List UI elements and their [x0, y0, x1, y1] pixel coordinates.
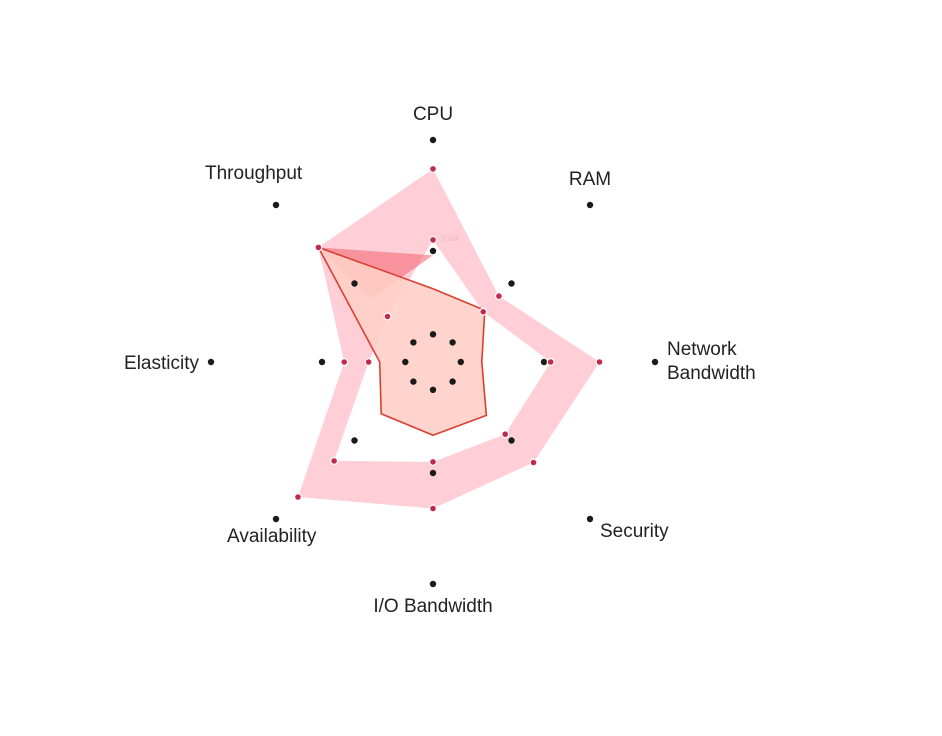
grid-dot-network-bandwidth-1 — [540, 358, 548, 366]
band-lower-marker-ram — [479, 307, 488, 316]
band-upper-marker-throughput — [314, 243, 323, 252]
grid-dot-security-1 — [508, 437, 515, 444]
grid-dot-throughput-1 — [351, 280, 358, 287]
faint-max-label: max — [441, 233, 460, 244]
grid-dot-ram-1 — [508, 280, 515, 287]
grid-dot-network-bandwidth-0 — [457, 358, 464, 366]
grid-dot-elasticity-1 — [318, 358, 326, 366]
grid-dot-i-o-bandwidth-1 — [429, 469, 437, 477]
grid-dot-ram-2 — [586, 201, 594, 209]
band-lower-marker-network-bandwidth — [546, 358, 555, 367]
grid-dot-cpu-0 — [429, 331, 437, 338]
range-band-markers — [294, 164, 604, 513]
band-lower-marker-cpu — [429, 235, 438, 244]
grid-dot-elasticity-0 — [402, 358, 409, 366]
grid-dot-i-o-bandwidth-0 — [429, 386, 437, 393]
axis-label-availability: Availability — [227, 526, 317, 547]
grid-dot-throughput-2 — [272, 201, 280, 209]
grid-dot-i-o-bandwidth-2 — [429, 580, 437, 588]
band-upper-marker-network-bandwidth — [595, 358, 604, 367]
axis-label-i-o-bandwidth: I/O Bandwidth — [373, 596, 492, 617]
grid-dot-cpu-2 — [429, 136, 437, 144]
band-upper-marker-ram — [494, 292, 503, 301]
band-lower-marker-i-o-bandwidth — [429, 457, 438, 466]
grid-dots-layer — [207, 136, 659, 588]
band-lower-marker-availability — [330, 456, 339, 465]
grid-dot-ram-0 — [449, 339, 456, 346]
grid-dot-throughput-0 — [410, 339, 417, 346]
grid-dot-availability-0 — [410, 378, 417, 385]
profile-layer — [317, 246, 488, 437]
grid-dot-cpu-1 — [429, 247, 437, 255]
grid-dot-availability-1 — [351, 437, 358, 444]
band-lower-marker-throughput — [383, 312, 392, 321]
axis-label-elasticity: Elasticity — [124, 353, 199, 374]
axis-label-security: Security — [600, 521, 669, 542]
band-upper-marker-i-o-bandwidth — [429, 504, 438, 513]
grid-dot-elasticity-2 — [207, 358, 215, 366]
grid-dot-availability-2 — [272, 515, 280, 523]
profile-polygon — [317, 246, 488, 437]
band-lower-marker-elasticity — [364, 358, 373, 367]
axis-label-network-bandwidth: Network Bandwidth — [667, 339, 756, 384]
grid-dot-security-0 — [449, 378, 456, 385]
band-upper-marker-security — [529, 458, 538, 467]
grid-dot-security-2 — [586, 515, 594, 523]
band-upper-marker-cpu — [429, 164, 438, 173]
axis-label-ram: RAM — [569, 169, 611, 190]
grid-dot-network-bandwidth-2 — [651, 358, 659, 366]
axis-label-cpu: CPU — [413, 104, 453, 125]
band-lower-marker-security — [501, 430, 510, 439]
band-upper-marker-availability — [294, 493, 303, 502]
axis-labels: CPU RAM Network Bandwidth Security I/O Bandwi… — [124, 104, 756, 617]
axis-label-throughput: Throughput — [205, 163, 303, 184]
band-upper-marker-elasticity — [340, 358, 349, 367]
